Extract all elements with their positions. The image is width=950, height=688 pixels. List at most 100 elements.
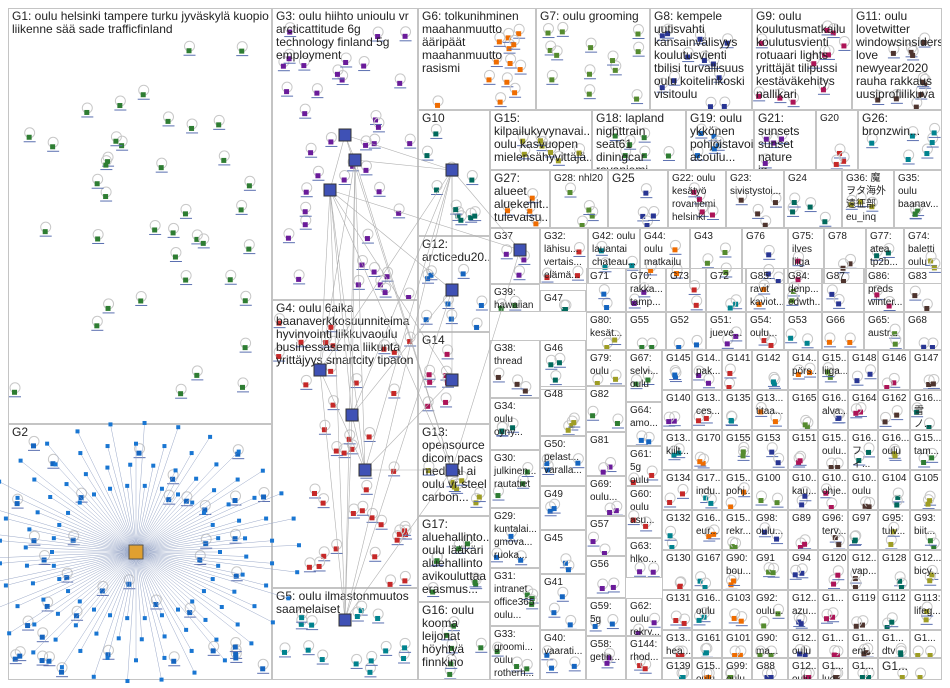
user-node: [113, 138, 119, 144]
group-label: G155: [726, 433, 751, 444]
group-nodes: [541, 241, 586, 283]
user-node: [545, 467, 551, 473]
user-node: [665, 31, 671, 37]
user-node: [728, 418, 734, 424]
group-box: G61: 5g oulu: [626, 446, 662, 486]
group-nodes: [786, 281, 800, 306]
group-nodes: [656, 23, 734, 109]
group-nodes: [421, 123, 482, 226]
group-nodes: [628, 465, 659, 485]
group-label: G165: [792, 393, 817, 404]
user-node: [232, 644, 238, 650]
group-box: G113: lifeg...: [910, 590, 942, 630]
user-node: [600, 469, 606, 475]
user-node: [320, 500, 326, 506]
group-label: G12... azu...: [792, 593, 818, 617]
group-box: G83: [904, 268, 942, 312]
user-node: [39, 634, 45, 640]
user-node: [328, 139, 334, 145]
group-box: G40: vaarati...: [540, 630, 586, 680]
user-node: [574, 273, 580, 279]
hub-leaf-node: [0, 538, 2, 543]
user-node: [825, 52, 831, 58]
user-node: [756, 301, 762, 307]
user-node: [44, 603, 50, 609]
user-node: [890, 529, 896, 535]
user-node: [280, 63, 286, 69]
group-box: G1...: [878, 658, 942, 680]
group-box: G14... pörs...: [788, 350, 818, 390]
group-label: G65: austr...: [868, 315, 899, 339]
group-label: G61: 5g oulu: [630, 449, 652, 486]
user-node: [524, 592, 530, 598]
user-node: [612, 133, 618, 139]
group-nodes: [822, 362, 837, 383]
user-node: [667, 533, 673, 539]
group-label: G13: opensource dicom pacs medical ai ou…: [422, 425, 487, 504]
group-box: G55: [626, 312, 666, 350]
user-node: [627, 142, 633, 148]
group-label: G52: [670, 315, 689, 326]
user-node: [910, 52, 916, 58]
user-node: [443, 399, 449, 405]
group-nodes: [688, 182, 719, 221]
group-label: G15... rekr...: [726, 513, 752, 537]
group-nodes: [923, 373, 940, 389]
group-label: G98: oulu...: [756, 513, 784, 537]
group-nodes: [918, 337, 939, 349]
user-node: [524, 666, 530, 672]
user-node: [202, 507, 208, 513]
group-box: G59: 5g: [586, 598, 626, 636]
user-node: [50, 144, 56, 150]
group-nodes: [688, 279, 703, 311]
user-node: [869, 204, 875, 210]
user-node: [296, 276, 302, 282]
group-nodes: [541, 453, 585, 475]
group-nodes: [924, 530, 940, 549]
group-box: G99: oulu: [722, 658, 752, 680]
user-node: [59, 669, 65, 675]
group-nodes: [792, 251, 805, 283]
group-label: G144: rhod...: [630, 639, 659, 663]
user-node: [449, 645, 455, 651]
user-node: [105, 305, 111, 311]
user-node: [450, 623, 456, 629]
group-nodes: [694, 571, 712, 589]
group-box: G167: [692, 550, 722, 590]
user-node: [302, 222, 308, 228]
group-label: G120: [822, 553, 847, 564]
user-node: [314, 90, 320, 96]
user-node: [495, 493, 501, 499]
user-node: [633, 381, 639, 387]
group-nodes: [851, 615, 869, 629]
group-label: G161: [696, 633, 721, 644]
group-label: G59: 5g: [590, 601, 612, 625]
group-label: G1...: [822, 593, 844, 604]
group-label: G90: bou...: [726, 553, 752, 577]
group-box: G37: [490, 228, 540, 284]
group-box: G6: tolkunihminen maahanmuutto ääripäät …: [418, 8, 536, 110]
user-node: [586, 207, 592, 213]
group-label: G29: kuntalai... gmova... ruoka...: [494, 511, 537, 561]
user-node: [612, 67, 618, 73]
user-node: [795, 371, 801, 377]
user-node: [738, 197, 744, 203]
group-box: G128: [878, 550, 910, 590]
user-node: [70, 537, 76, 543]
group-label: G34: oulu oyny...: [494, 401, 523, 438]
group-box: G16: oulu kooma leijonat höyhtyä finnkin…: [418, 602, 490, 680]
user-node: [94, 181, 100, 187]
user-node: [458, 217, 464, 223]
group-box: G26: bronzwin...: [858, 110, 942, 170]
group-box: G1... luo... talvi: [818, 658, 848, 680]
user-node: [586, 71, 592, 77]
user-node: [643, 190, 649, 196]
group-box: G17... indu...: [692, 470, 722, 510]
user-node: [472, 213, 478, 219]
group-box: G9: oulu koulutusmatkailu koulutusvienti…: [752, 8, 852, 110]
user-node: [761, 338, 767, 344]
user-node: [402, 578, 408, 584]
user-node: [575, 460, 581, 466]
group-nodes: [894, 571, 908, 589]
user-node: [646, 439, 652, 445]
